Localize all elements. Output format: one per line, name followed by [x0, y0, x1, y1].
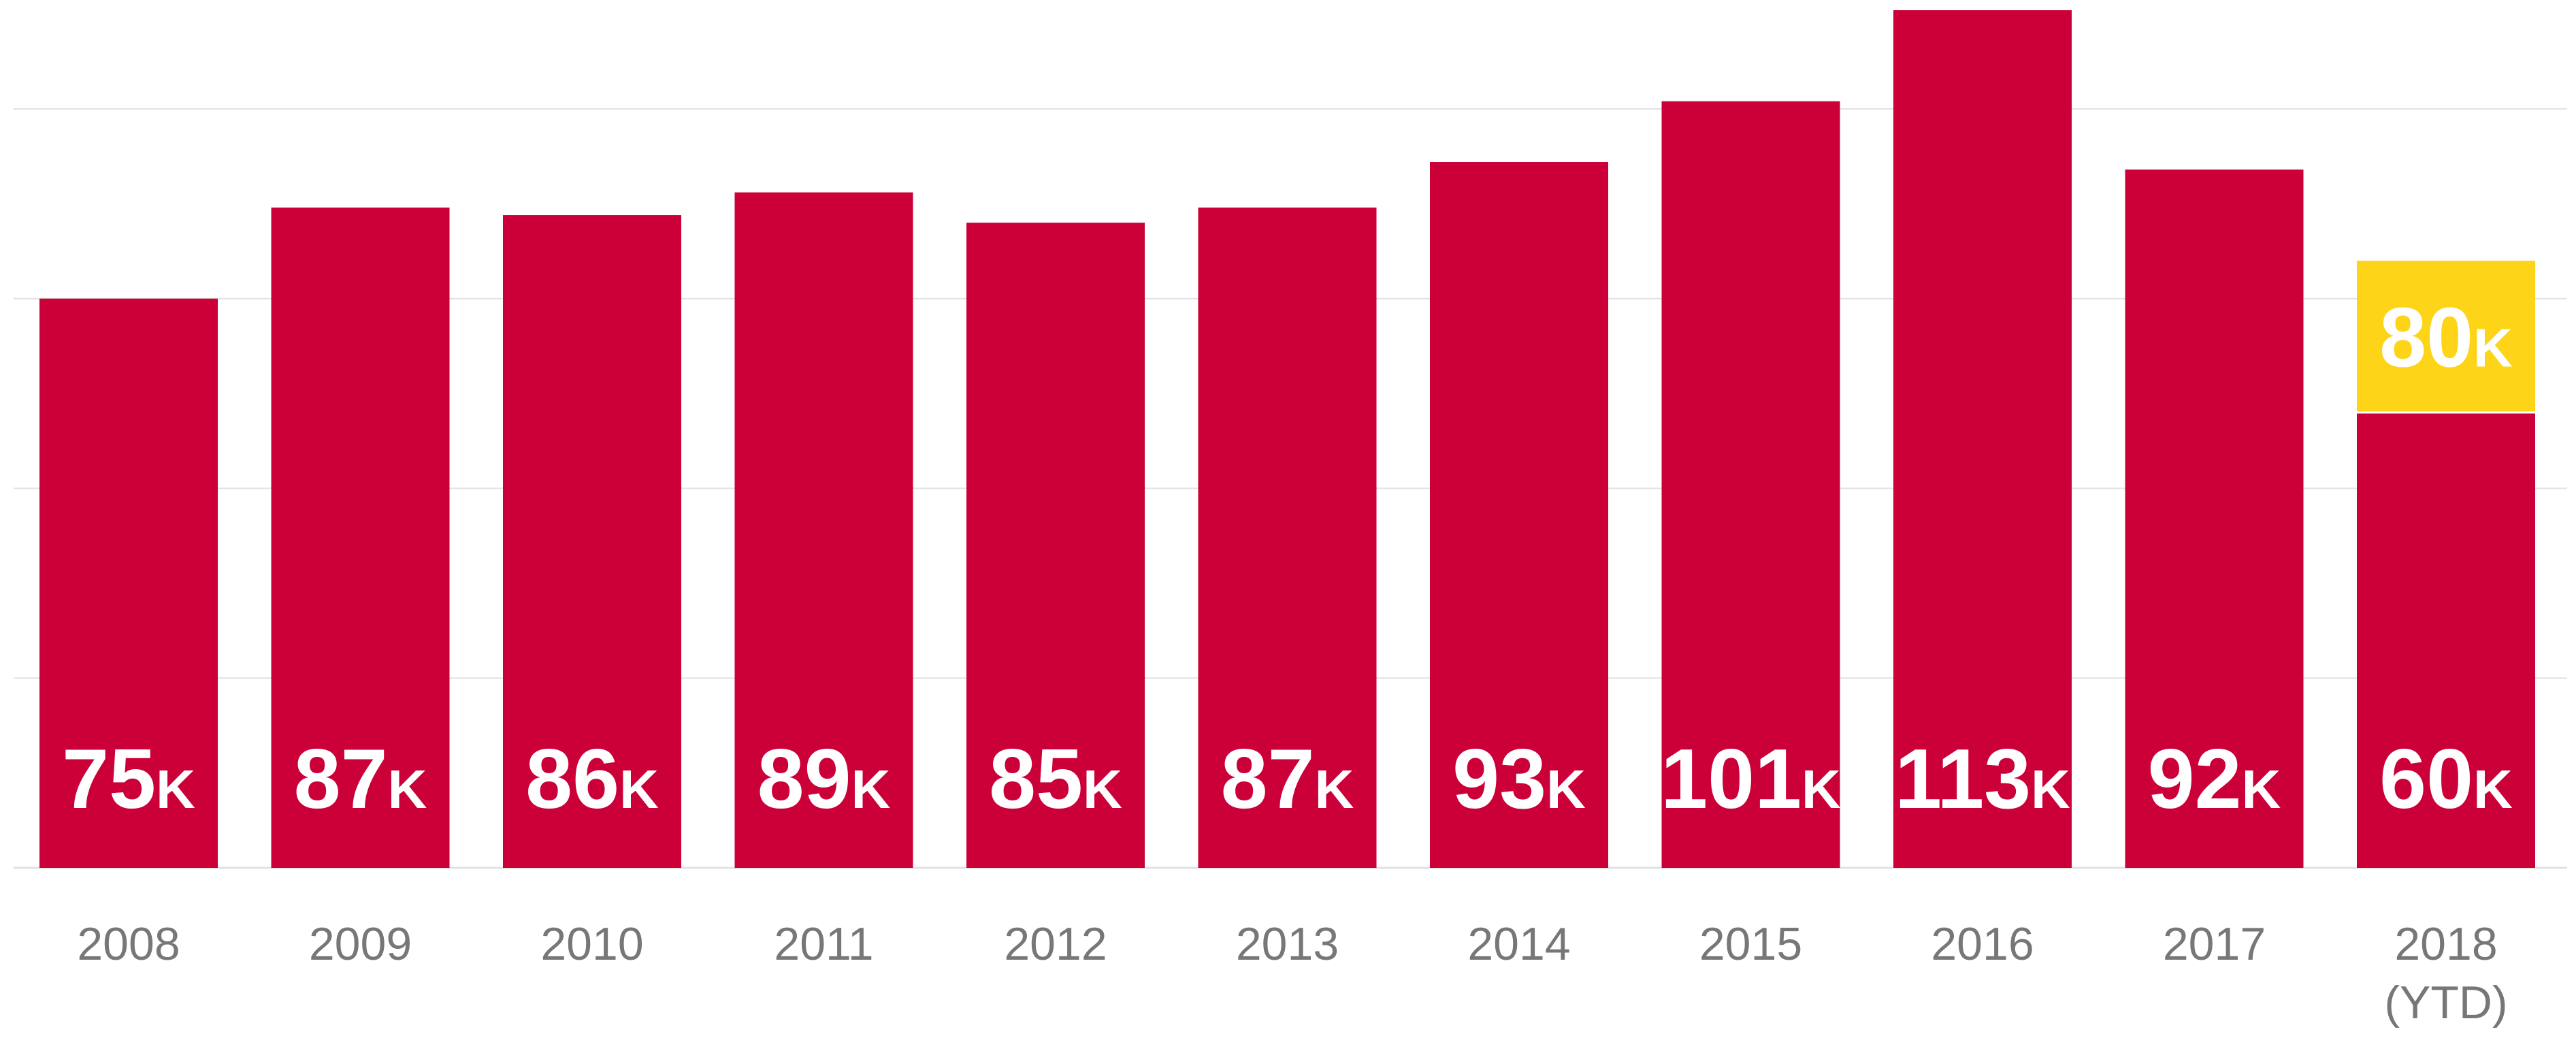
bar	[1430, 162, 1608, 869]
bar-label-unit: K	[619, 759, 659, 820]
bar-label-unit: K	[388, 759, 427, 820]
bar-label-number: 87	[1221, 732, 1315, 826]
x-tick-label: 2015	[1699, 918, 1802, 970]
x-tick-label-line: 2018	[2394, 918, 2497, 970]
x-tick-label-line: 2015	[1699, 918, 1802, 970]
bar	[503, 215, 681, 868]
bar-label-number: 75	[62, 732, 156, 826]
x-tick-label: 2008	[77, 918, 180, 970]
bar-value-label: 92K	[2148, 732, 2281, 826]
x-tick-label: 2016	[1931, 918, 2034, 970]
bar	[2125, 169, 2304, 868]
bar-value-label: 85K	[989, 732, 1122, 826]
x-tick-label-line: 2009	[309, 918, 412, 970]
bar	[1661, 101, 1840, 869]
bar-label-unit: K	[2473, 759, 2513, 820]
bar	[1893, 10, 2072, 868]
bar	[1198, 207, 1377, 868]
x-tick-label: 2017	[2163, 918, 2266, 970]
x-tick-label: 2012	[1004, 918, 1107, 970]
x-tick-label-line: 2008	[77, 918, 180, 970]
bar-label-unit: K	[1083, 759, 1122, 820]
x-tick-label: 2009	[309, 918, 412, 970]
bar-value-label: 86K	[525, 732, 659, 826]
bar-label-unit: K	[851, 759, 891, 820]
bar-label-number: 85	[989, 732, 1083, 826]
x-tick-label: 2010	[540, 918, 643, 970]
x-tick-label-line: 2010	[540, 918, 643, 970]
bar-label-number: 80	[2379, 291, 2473, 385]
bar-label-number: 101	[1661, 732, 1801, 826]
bar	[39, 298, 218, 869]
x-tick-label: 2013	[1236, 918, 1339, 970]
x-tick-label: 2011	[774, 918, 873, 970]
bar-label-number: 86	[525, 732, 619, 826]
x-tick-label-line: 2017	[2163, 918, 2266, 970]
bar-value-label: 89K	[757, 732, 891, 826]
bar-value-label: 87K	[294, 732, 427, 826]
x-tick-label-line: 2011	[774, 918, 873, 970]
bar-label-number: 92	[2148, 732, 2242, 826]
bar-value-label: 60K	[2379, 732, 2513, 826]
x-tick-label-line: 2016	[1931, 918, 2034, 970]
bar-value-label: 113K	[1895, 732, 2070, 826]
bar-label-number: 89	[757, 732, 851, 826]
bar-label-unit: K	[156, 759, 195, 820]
x-tick-label-line: 2012	[1004, 918, 1107, 970]
bar-label-number: 87	[294, 732, 388, 826]
x-tick-label-line: 2013	[1236, 918, 1339, 970]
bar-label-number: 60	[2379, 732, 2473, 826]
bar-label-number: 93	[1452, 732, 1546, 826]
bar	[966, 223, 1145, 868]
x-tick-label: 2018 (YTD)	[2384, 918, 2507, 1028]
x-tick-label-line: (YTD)	[2384, 977, 2507, 1028]
ytd-projection-bar	[2357, 260, 2535, 412]
bar-label-number: 113	[1895, 732, 2031, 826]
bar-label-unit: K	[1546, 759, 1586, 820]
bar-label-unit: K	[2242, 759, 2281, 820]
bar-value-label: 87K	[1221, 732, 1354, 826]
bar-label-unit: K	[2031, 759, 2070, 820]
bar-value-label: 101K	[1661, 732, 1841, 826]
bar-label-unit: K	[1315, 759, 1354, 820]
bar-value-label: 93K	[1452, 732, 1586, 826]
bar	[271, 207, 450, 868]
bar-value-label: 75K	[62, 732, 195, 826]
bar-label-unit: K	[1801, 759, 1841, 820]
bar	[734, 192, 913, 869]
bar	[2357, 412, 2535, 868]
x-tick-label-line: 2014	[1467, 918, 1570, 970]
bar-label-unit: K	[2473, 317, 2513, 378]
ytd-projection-label: 80K	[2379, 291, 2513, 385]
x-tick-label: 2014	[1467, 918, 1570, 970]
